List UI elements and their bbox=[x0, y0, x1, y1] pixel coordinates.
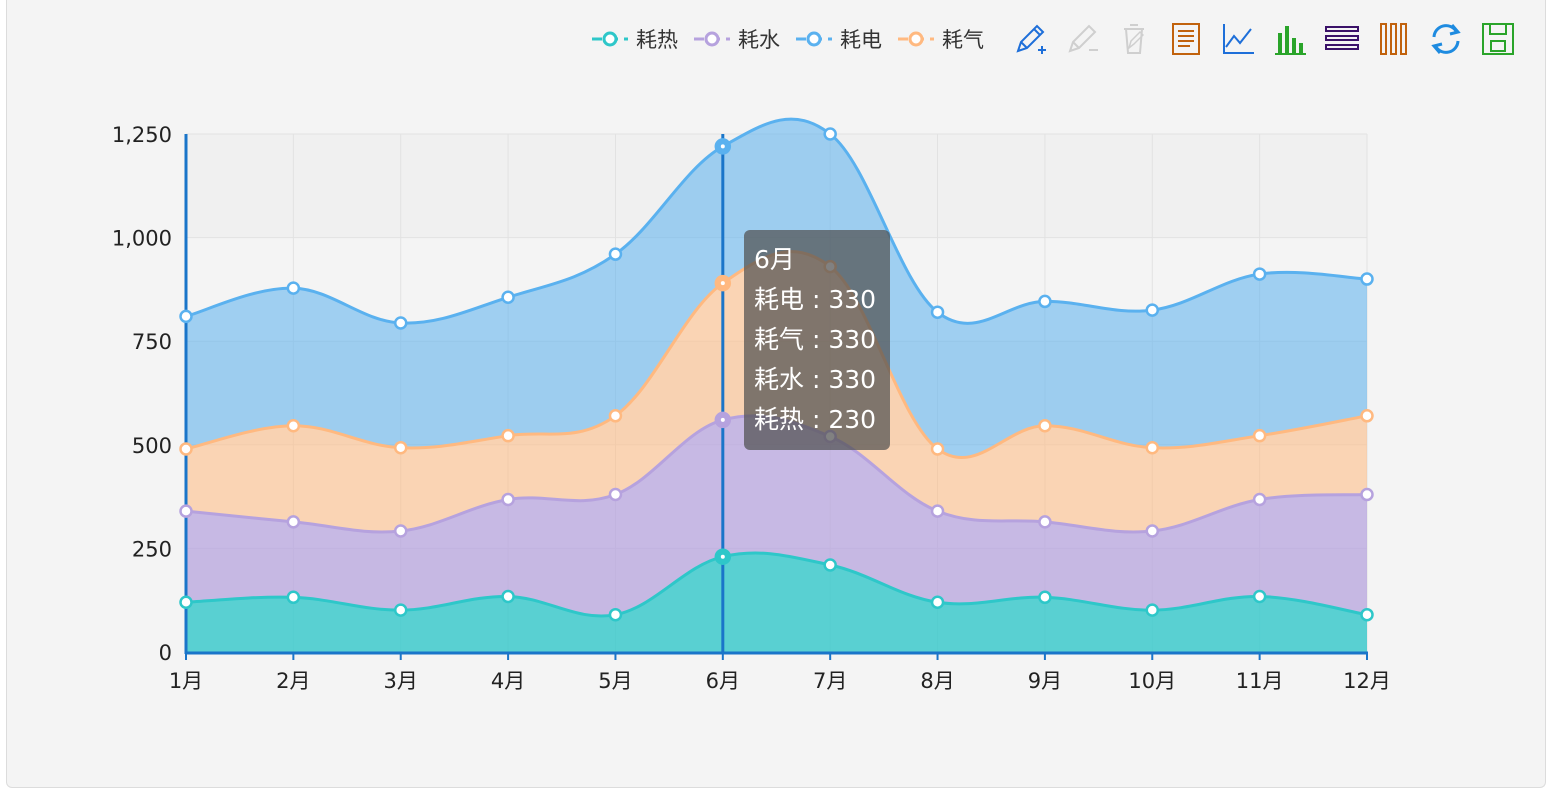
tooltip-title: 6月 bbox=[754, 245, 795, 274]
data-point bbox=[501, 589, 515, 604]
data-point bbox=[930, 305, 945, 319]
data-point bbox=[1360, 487, 1374, 502]
x-tick-label: 2月 bbox=[276, 669, 310, 693]
legend-label: 耗水 bbox=[738, 28, 780, 52]
data-point bbox=[501, 492, 515, 507]
data-point bbox=[930, 504, 945, 518]
data-point-center bbox=[720, 281, 725, 286]
data-point bbox=[1038, 418, 1052, 433]
data-point bbox=[501, 290, 515, 305]
data-point bbox=[393, 440, 408, 455]
data-point bbox=[1252, 267, 1267, 281]
data-point bbox=[1038, 515, 1052, 529]
data-point bbox=[286, 418, 301, 433]
data-point bbox=[1038, 294, 1052, 309]
tick-labels: 0 250 500 750 1,000 1,250 1月 2月 3月 4月 5月 6月 7月 8月 9月 10… bbox=[112, 123, 1391, 693]
data-point bbox=[1360, 409, 1374, 423]
data-point bbox=[1252, 428, 1267, 443]
y-tick-label: 1,000 bbox=[112, 227, 172, 251]
mark-clear-icon[interactable] bbox=[1114, 19, 1154, 59]
legend-label: 耗电 bbox=[840, 28, 882, 52]
data-point bbox=[179, 504, 193, 518]
data-point bbox=[286, 515, 301, 529]
y-tick-label: 750 bbox=[132, 330, 172, 354]
bar-chart-icon[interactable] bbox=[1270, 19, 1310, 59]
tooltip-line: 耗电 : 330 bbox=[754, 285, 877, 314]
mark-undo-icon[interactable] bbox=[1062, 19, 1102, 59]
x-tick-label: 1月 bbox=[169, 669, 203, 693]
data-point bbox=[1145, 603, 1160, 617]
data-point bbox=[1038, 590, 1052, 605]
data-point bbox=[608, 409, 623, 423]
data-point-center bbox=[720, 144, 725, 149]
x-tick-label: 5月 bbox=[598, 669, 632, 693]
y-tick-label: 1,250 bbox=[112, 123, 172, 147]
save-image-icon[interactable] bbox=[1478, 19, 1518, 59]
legend-label: 耗气 bbox=[942, 28, 984, 52]
restore-icon[interactable] bbox=[1426, 19, 1466, 59]
data-point bbox=[608, 247, 623, 261]
data-view-icon[interactable] bbox=[1166, 19, 1206, 59]
legend-label: 耗热 bbox=[636, 28, 678, 52]
data-point bbox=[286, 590, 301, 605]
legend-item-gas[interactable]: 耗气 bbox=[896, 24, 984, 54]
y-tick-label: 500 bbox=[132, 434, 172, 458]
y-tick-label: 0 bbox=[159, 641, 172, 665]
data-point bbox=[179, 595, 193, 610]
data-point bbox=[179, 442, 193, 456]
data-point bbox=[393, 524, 408, 538]
series-line-0 bbox=[185, 551, 1368, 618]
x-tick-label: 4月 bbox=[491, 669, 525, 693]
tooltip-line: 耗水 : 330 bbox=[754, 365, 877, 394]
data-point bbox=[1145, 440, 1160, 455]
data-point bbox=[823, 558, 837, 572]
data-point bbox=[608, 487, 623, 502]
data-point bbox=[823, 127, 837, 141]
tooltip-line: 耗热 : 230 bbox=[754, 405, 877, 434]
legend-item-water[interactable]: 耗水 bbox=[692, 24, 780, 54]
x-tick-label: 11月 bbox=[1236, 669, 1284, 693]
data-point bbox=[393, 603, 408, 617]
area-3 bbox=[186, 119, 1367, 458]
data-point bbox=[179, 309, 193, 324]
x-tick-label: 9月 bbox=[1028, 669, 1062, 693]
tooltip: 6月 耗电 : 330 耗气 : 330 耗水 : 330 耗热 : 230 bbox=[744, 230, 890, 450]
area-0 bbox=[186, 552, 1367, 652]
data-point bbox=[608, 607, 623, 622]
mark-icon[interactable] bbox=[1010, 19, 1050, 59]
data-point bbox=[393, 316, 408, 330]
data-point-center bbox=[720, 417, 725, 422]
data-point bbox=[930, 595, 945, 610]
toolbar: 耗热 耗水 耗电 耗气 bbox=[590, 18, 1518, 60]
x-tick-label: 3月 bbox=[384, 669, 418, 693]
data-point bbox=[1360, 607, 1374, 622]
x-tick-label: 8月 bbox=[920, 669, 954, 693]
data-point bbox=[930, 442, 945, 456]
data-point bbox=[1145, 303, 1160, 317]
data-point bbox=[1252, 492, 1267, 507]
data-point bbox=[501, 428, 515, 443]
x-tick-label: 10月 bbox=[1128, 669, 1176, 693]
area-1 bbox=[186, 415, 1367, 617]
line-chart-icon[interactable] bbox=[1218, 19, 1258, 59]
tiled-icon[interactable] bbox=[1374, 19, 1414, 59]
legend-item-heat[interactable]: 耗热 bbox=[590, 24, 678, 54]
x-tick-label: 7月 bbox=[813, 669, 847, 693]
x-tick-label: 6月 bbox=[706, 669, 740, 693]
data-point-center bbox=[720, 554, 725, 559]
data-point bbox=[1252, 589, 1267, 604]
x-tick-label: 12月 bbox=[1343, 669, 1391, 693]
tooltip-line: 耗气 : 330 bbox=[754, 325, 877, 354]
y-tick-label: 250 bbox=[132, 537, 172, 561]
legend-item-electricity[interactable]: 耗电 bbox=[794, 24, 882, 54]
data-point bbox=[286, 281, 301, 295]
stack-icon[interactable] bbox=[1322, 19, 1362, 59]
data-point bbox=[1145, 524, 1160, 538]
axes bbox=[184, 134, 1368, 660]
data-point bbox=[1360, 272, 1374, 286]
